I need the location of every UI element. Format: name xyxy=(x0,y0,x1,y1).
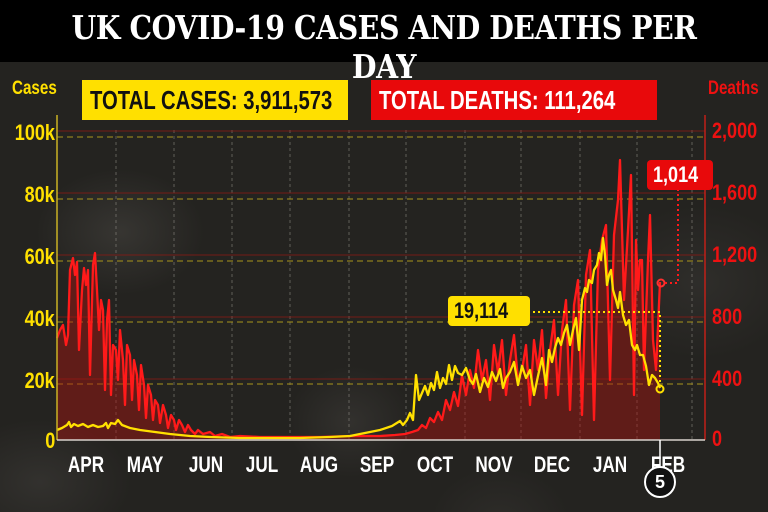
month-label: NOV xyxy=(475,452,513,477)
left-tick-80k: 80k xyxy=(24,182,55,207)
left-tick-20k: 20k xyxy=(24,368,55,393)
right-axis-label: Deaths xyxy=(708,78,759,99)
left-tick-0: 0 xyxy=(44,428,55,453)
left-tick-60k: 60k xyxy=(24,244,55,269)
month-label: JAN xyxy=(592,452,628,477)
latest-cases-callout: 19,114 xyxy=(448,296,530,326)
cases-series xyxy=(56,236,665,440)
month-label: OCT xyxy=(416,452,454,477)
right-tick-400: 400 xyxy=(712,366,743,391)
month-label: MAY xyxy=(126,452,164,477)
title-bar: UK COVID-19 CASES AND DEATHS PER DAY xyxy=(0,0,768,86)
right-tick-1600: 1,600 xyxy=(712,180,758,205)
month-label: JUN xyxy=(188,452,224,477)
right-tick-0: 0 xyxy=(712,426,723,451)
deaths-series xyxy=(55,158,662,440)
month-label: SEP xyxy=(359,452,395,477)
right-tick-1200: 1,200 xyxy=(712,242,758,267)
month-label: JUL xyxy=(245,452,279,477)
left-axis-label: Cases xyxy=(12,78,57,99)
right-tick-2000: 2,000 xyxy=(712,118,758,143)
total-deaths-badge: TOTAL DEATHS: 111,264 xyxy=(371,80,657,120)
latest-cases-marker xyxy=(655,384,665,394)
total-cases-badge: TOTAL CASES: 3,911,573 xyxy=(82,80,348,120)
latest-deaths-callout: 1,014 xyxy=(647,160,713,190)
latest-date-marker: 5 xyxy=(644,466,676,498)
month-label: APR xyxy=(67,452,105,477)
left-tick-100k: 100k xyxy=(14,120,55,145)
chart-title: UK COVID-19 CASES AND DEATHS PER DAY xyxy=(71,8,697,86)
month-label: AUG xyxy=(299,452,339,477)
right-tick-800: 800 xyxy=(712,304,743,329)
month-label: DEC xyxy=(533,452,571,477)
left-tick-40k: 40k xyxy=(24,306,55,331)
deaths-callout-connector xyxy=(656,190,679,288)
